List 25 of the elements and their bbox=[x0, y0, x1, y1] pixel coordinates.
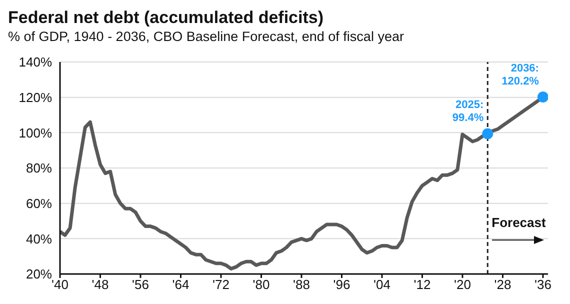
x-tick-label: '28 bbox=[494, 277, 512, 292]
x-tick-label: '04 bbox=[374, 277, 390, 292]
x-tick-label: '36 bbox=[534, 277, 552, 292]
chart-title: Federal net debt (accumulated deficits) bbox=[8, 8, 325, 28]
chart-subtitle: % of GDP, 1940 - 2036, CBO Baseline Forecast, end of fiscal year bbox=[8, 28, 405, 46]
x-tick-label: '88 bbox=[293, 277, 310, 292]
x-tick-label: '72 bbox=[212, 277, 230, 292]
x-tick-label: '64 bbox=[172, 277, 190, 292]
x-tick-label: '40 bbox=[52, 277, 68, 292]
y-tick-label: 20% bbox=[26, 266, 52, 282]
x-tick-label: '12 bbox=[414, 277, 431, 292]
x-tick-label: '96 bbox=[333, 277, 350, 292]
x-tick-label: '20 bbox=[454, 277, 471, 292]
y-tick-label: 100% bbox=[18, 125, 52, 140]
x-tick-label: '56 bbox=[132, 277, 149, 292]
y-tick-label: 80% bbox=[26, 160, 52, 176]
y-tick-label: 60% bbox=[26, 196, 52, 211]
annotation: Forecast bbox=[492, 214, 546, 230]
x-tick-label: '48 bbox=[92, 277, 109, 292]
y-tick-label: 40% bbox=[26, 231, 52, 246]
data-label: 2036: 120.2% bbox=[502, 62, 540, 88]
y-tick-label: 120% bbox=[18, 90, 52, 105]
x-tick-label: '80 bbox=[252, 277, 270, 292]
data-label: 2025: 99.4% bbox=[452, 99, 484, 124]
y-tick-label: 140% bbox=[18, 54, 52, 70]
